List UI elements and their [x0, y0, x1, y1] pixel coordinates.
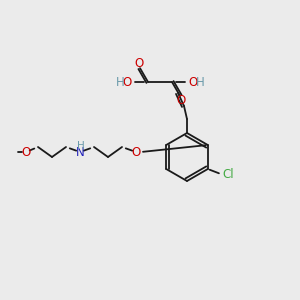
Text: N: N	[76, 146, 84, 158]
Text: H: H	[77, 141, 85, 151]
Text: O: O	[134, 57, 144, 70]
Text: O: O	[21, 146, 31, 158]
Text: O: O	[188, 76, 198, 88]
Text: Cl: Cl	[222, 167, 234, 181]
Text: O: O	[122, 76, 132, 88]
Text: H: H	[116, 76, 124, 88]
Text: O: O	[131, 146, 141, 158]
Text: O: O	[176, 94, 186, 107]
Text: H: H	[196, 76, 204, 88]
